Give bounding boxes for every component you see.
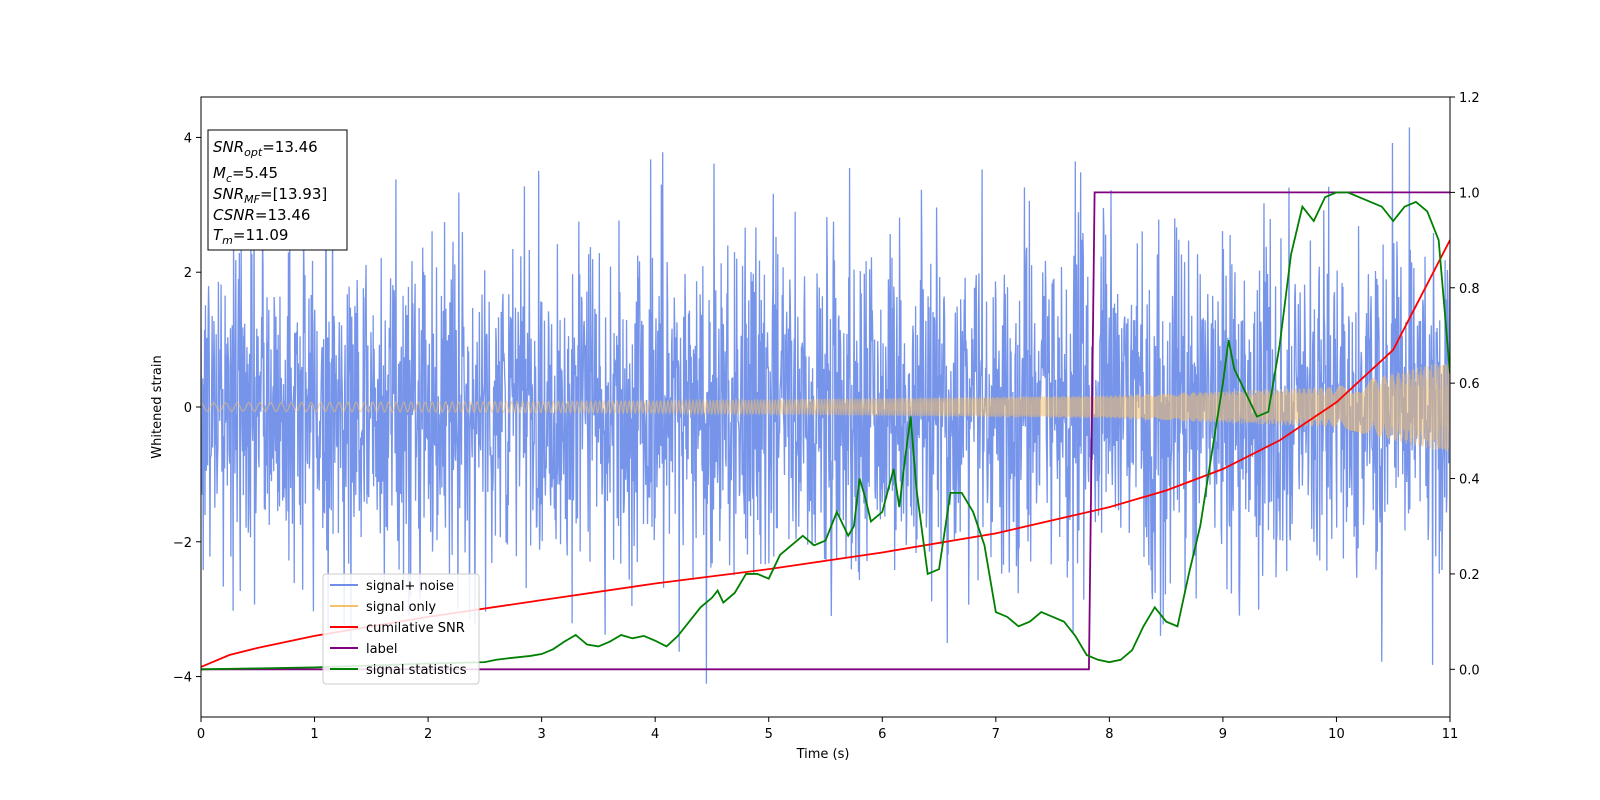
stat-csnr: CSNR=13.46 bbox=[213, 206, 310, 224]
x-tick-label: 5 bbox=[765, 727, 773, 742]
stat-snr-mf-value: =[13.93] bbox=[260, 185, 327, 203]
stat-tm-value: =11.09 bbox=[233, 226, 289, 244]
y2-tick-label: 0.0 bbox=[1459, 663, 1480, 678]
x-tick-label: 11 bbox=[1442, 727, 1459, 742]
stat-mc-sub: c bbox=[226, 172, 232, 185]
label-series-line bbox=[201, 191, 1450, 671]
legend-label-signal-noise: signal+ noise bbox=[366, 579, 454, 594]
left-y-axis: −4 −2 0 2 4 bbox=[173, 131, 201, 686]
stat-csnr-symbol: CSNR bbox=[213, 206, 255, 224]
stat-snr-mf: SNRMF=[13.93] bbox=[213, 185, 327, 206]
x-axis-label: Time (s) bbox=[796, 747, 850, 762]
x-tick-label: 10 bbox=[1328, 727, 1345, 742]
stat-tm: Tm=11.09 bbox=[213, 226, 288, 247]
stat-mc-symbol: M bbox=[213, 164, 226, 182]
stat-tm-symbol: T bbox=[213, 226, 224, 244]
legend-frame bbox=[322, 573, 480, 685]
stat-snr-mf-sub: MF bbox=[244, 193, 260, 206]
legend-label-signal-only: signal only bbox=[366, 600, 436, 615]
legend: signal+ noise signal only cumilative SNR… bbox=[322, 573, 480, 685]
stat-snr-opt-symbol: SNR bbox=[213, 138, 244, 156]
signal-only-series-line bbox=[201, 361, 1450, 454]
stat-mc-value: =5.45 bbox=[232, 164, 278, 182]
stat-snr-opt: SNRopt=13.46 bbox=[213, 138, 318, 159]
signal-noise-series-line bbox=[201, 127, 1450, 684]
stat-snr-opt-value: =13.46 bbox=[262, 138, 318, 156]
y-tick-label: −2 bbox=[173, 536, 192, 551]
y2-tick-label: 1.0 bbox=[1459, 186, 1480, 201]
y-tick-label: 2 bbox=[184, 266, 192, 281]
y2-tick-label: 0.4 bbox=[1459, 473, 1480, 488]
stat-csnr-value: =13.46 bbox=[255, 206, 311, 224]
y-tick-label: −4 bbox=[173, 671, 192, 686]
legend-label-label: label bbox=[366, 642, 397, 657]
right-y-axis: 0.0 0.2 0.4 0.6 0.8 1.0 1.2 bbox=[1450, 91, 1480, 678]
stat-snr-opt-sub: opt bbox=[244, 146, 263, 159]
y2-tick-label: 0.6 bbox=[1459, 377, 1480, 392]
signal-statistics-series-line bbox=[201, 191, 1450, 671]
stats-annotation-frame bbox=[207, 129, 348, 251]
y2-tick-label: 1.2 bbox=[1459, 91, 1480, 106]
x-tick-label: 8 bbox=[1105, 727, 1113, 742]
legend-label-cumulative-snr: cumilative SNR bbox=[366, 621, 465, 636]
x-tick-label: 0 bbox=[197, 727, 205, 742]
x-axis: 0 1 2 3 4 5 6 7 8 9 10 11 bbox=[197, 717, 1458, 742]
y2-tick-label: 0.2 bbox=[1459, 568, 1480, 583]
y-tick-label: 0 bbox=[184, 401, 192, 416]
plot-area bbox=[201, 127, 1450, 684]
legend-label-signal-statistics: signal statistics bbox=[366, 663, 467, 678]
x-tick-label: 1 bbox=[310, 727, 318, 742]
stats-annotation-box: SNRopt=13.46 Mc=5.45 SNRMF=[13.93] CSNR=… bbox=[207, 129, 348, 251]
stat-snr-mf-symbol: SNR bbox=[213, 185, 244, 203]
stat-mc: Mc=5.45 bbox=[213, 164, 278, 185]
x-tick-label: 3 bbox=[537, 727, 545, 742]
x-tick-label: 9 bbox=[1219, 727, 1227, 742]
stat-tm-sub: m bbox=[222, 234, 233, 247]
x-tick-label: 6 bbox=[878, 727, 886, 742]
y-axis-label: Whitened strain bbox=[150, 355, 165, 458]
y2-tick-label: 0.8 bbox=[1459, 282, 1480, 297]
x-tick-label: 2 bbox=[424, 727, 432, 742]
cumulative-snr-series-line bbox=[201, 239, 1450, 668]
x-tick-label: 4 bbox=[651, 727, 659, 742]
x-tick-label: 7 bbox=[992, 727, 1000, 742]
y-tick-label: 4 bbox=[184, 131, 192, 146]
